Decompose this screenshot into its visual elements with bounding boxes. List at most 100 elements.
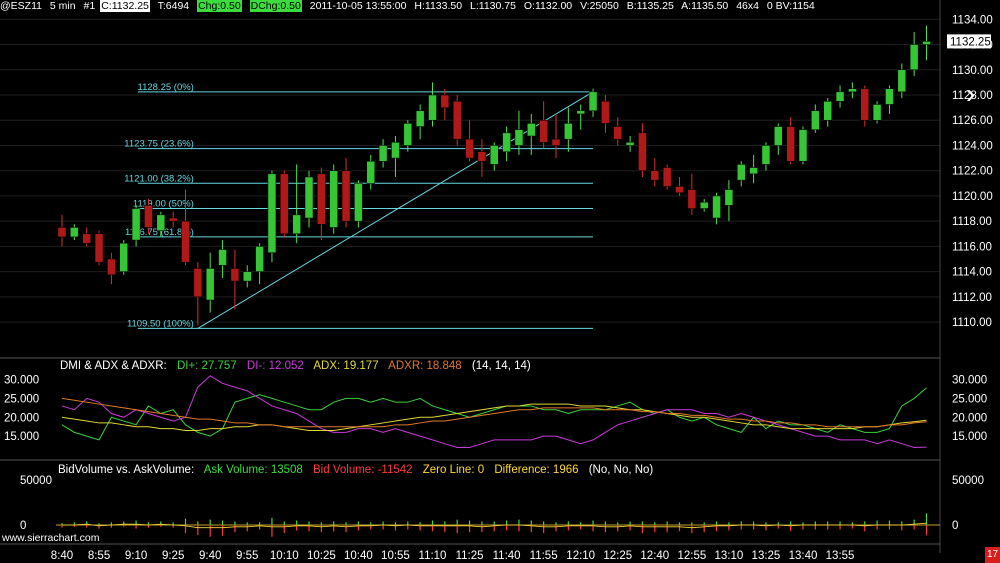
price-tick-label: 1112.00 bbox=[952, 292, 992, 304]
candle-body bbox=[131, 208, 141, 241]
candle-body bbox=[280, 173, 289, 235]
time-tick-label: 13:40 bbox=[789, 550, 818, 562]
time-tick-label: 10:55 bbox=[381, 550, 410, 562]
candle-body bbox=[650, 170, 660, 181]
candle-body bbox=[699, 201, 709, 209]
dmi-tick-label-left: 25.000 bbox=[4, 393, 39, 405]
candle-body bbox=[366, 160, 375, 184]
last-price-marker bbox=[947, 34, 991, 49]
candle-body bbox=[564, 123, 573, 140]
candle-body bbox=[638, 132, 647, 171]
candle-body bbox=[576, 110, 585, 115]
volume-value: V:25050 bbox=[580, 0, 619, 12]
candlestick-series bbox=[57, 25, 931, 326]
scroll-right-icon[interactable]: › bbox=[966, 78, 976, 109]
difference-label: Difference: 1966 bbox=[494, 464, 579, 476]
candle-body bbox=[107, 258, 116, 276]
price-tick-label: 1128.00 bbox=[952, 90, 993, 102]
candle-body bbox=[712, 195, 721, 219]
candle-body bbox=[662, 167, 672, 187]
candle-body bbox=[687, 189, 697, 209]
time-tick-label: 10:10 bbox=[270, 550, 299, 562]
time-tick-label: 10:40 bbox=[344, 550, 373, 562]
time-tick-label: 9:55 bbox=[236, 550, 258, 562]
time-tick-label: 13:25 bbox=[752, 550, 781, 562]
chart-header: @ESZ11 5 min #1 C:1132.25 T:6494 Chg:0.50… bbox=[0, 0, 820, 12]
bid-volume-label: Bid Volume: -11542 bbox=[313, 464, 413, 476]
di-plus-line bbox=[61, 387, 927, 441]
candle-body bbox=[428, 94, 437, 121]
time-tick-label: 11:10 bbox=[419, 550, 447, 562]
candle-body bbox=[144, 205, 153, 228]
time-tick-label: 9:40 bbox=[199, 550, 221, 562]
di-minus-label: DI-: 12.052 bbox=[246, 360, 304, 372]
candle-body bbox=[354, 183, 363, 222]
price-axis: 1134.001132.001130.001128.001126.001124.… bbox=[939, 0, 993, 553]
candle-body bbox=[403, 123, 413, 146]
candle-body bbox=[724, 189, 734, 206]
open-value: O:1132.00 bbox=[523, 0, 573, 12]
fibonacci-retracement: 1128.25 (0%) 1123.75 (23.6%) 1121.00 (38.2… bbox=[124, 82, 594, 329]
time-tick-label: 12:40 bbox=[640, 550, 669, 562]
candle-body bbox=[848, 88, 857, 93]
difference-line bbox=[62, 522, 927, 529]
time-tick-label: 8:40 bbox=[51, 550, 73, 562]
fib-level-label: 1128.25 (0%) bbox=[138, 82, 194, 93]
time-tick-label: 12:10 bbox=[566, 550, 595, 562]
dmi-tick-label-right: 20.000 bbox=[952, 412, 987, 424]
dmi-tick-label-right: 15.000 bbox=[952, 431, 987, 443]
price-grid bbox=[0, 18, 940, 323]
time-tick-label: 12:55 bbox=[677, 550, 706, 562]
zero-line-label: Zero Line: 0 bbox=[422, 464, 485, 476]
volume-title: BidVolume vs. AskVolume: bbox=[58, 464, 195, 476]
candle-body bbox=[860, 88, 869, 121]
price-tick-label: 1126.00 bbox=[952, 115, 993, 127]
adxr-label: ADXR: 18.848 bbox=[388, 360, 462, 372]
candle-body bbox=[94, 233, 104, 263]
datetime-value: 2011-10-05 13:55:00 bbox=[309, 0, 407, 12]
volume-tick-label-right: 0 bbox=[952, 520, 958, 532]
candle-body bbox=[452, 101, 462, 140]
candle-body bbox=[601, 101, 610, 124]
low-value: L:1130.75 bbox=[470, 0, 516, 12]
candle-body bbox=[181, 220, 190, 263]
candle-body bbox=[230, 268, 240, 282]
price-tick-label: 1114.00 bbox=[952, 267, 992, 279]
candle-body bbox=[391, 142, 400, 159]
last-price-label: 1132.25 bbox=[950, 36, 991, 48]
dmi-tick-label-left: 30.000 bbox=[4, 375, 39, 387]
candle-body bbox=[798, 129, 808, 162]
candle-body bbox=[119, 242, 128, 272]
candle-body bbox=[835, 91, 845, 102]
time-tick-label: 10:25 bbox=[307, 550, 336, 562]
candle-body bbox=[749, 167, 758, 175]
candle-body bbox=[57, 227, 67, 238]
candle-body bbox=[539, 119, 548, 143]
candle-body bbox=[218, 249, 227, 266]
volume-tick-label-left: 50000 bbox=[20, 475, 52, 487]
price-tick-label: 1118.00 bbox=[952, 216, 992, 228]
candle-body bbox=[909, 44, 919, 71]
symbol-label: @ESZ11 bbox=[0, 0, 42, 12]
corner-badge: 17 bbox=[985, 547, 1000, 563]
candle-body bbox=[588, 91, 598, 112]
time-tick-label: 12:25 bbox=[603, 550, 632, 562]
adx-line bbox=[61, 403, 927, 431]
candle-body bbox=[378, 145, 388, 162]
candle-body bbox=[415, 110, 425, 127]
candle-body bbox=[625, 142, 635, 146]
candle-body bbox=[341, 170, 351, 222]
candle-body bbox=[551, 138, 561, 146]
volume-params: (No, No, No) bbox=[588, 464, 654, 476]
candle-body bbox=[193, 268, 203, 298]
candle-body bbox=[675, 186, 684, 194]
price-tick-label: 1110.00 bbox=[952, 317, 992, 329]
time-tick-label: 11:25 bbox=[456, 550, 484, 562]
fib-level-label: 1123.75 (23.6%) bbox=[124, 139, 194, 150]
fib-level-label: 1121.00 (38.2%) bbox=[124, 173, 194, 184]
di-minus-line bbox=[61, 375, 927, 448]
candle-body bbox=[502, 132, 511, 153]
candle-body bbox=[267, 173, 277, 253]
size-value: 46x4 bbox=[736, 0, 759, 12]
